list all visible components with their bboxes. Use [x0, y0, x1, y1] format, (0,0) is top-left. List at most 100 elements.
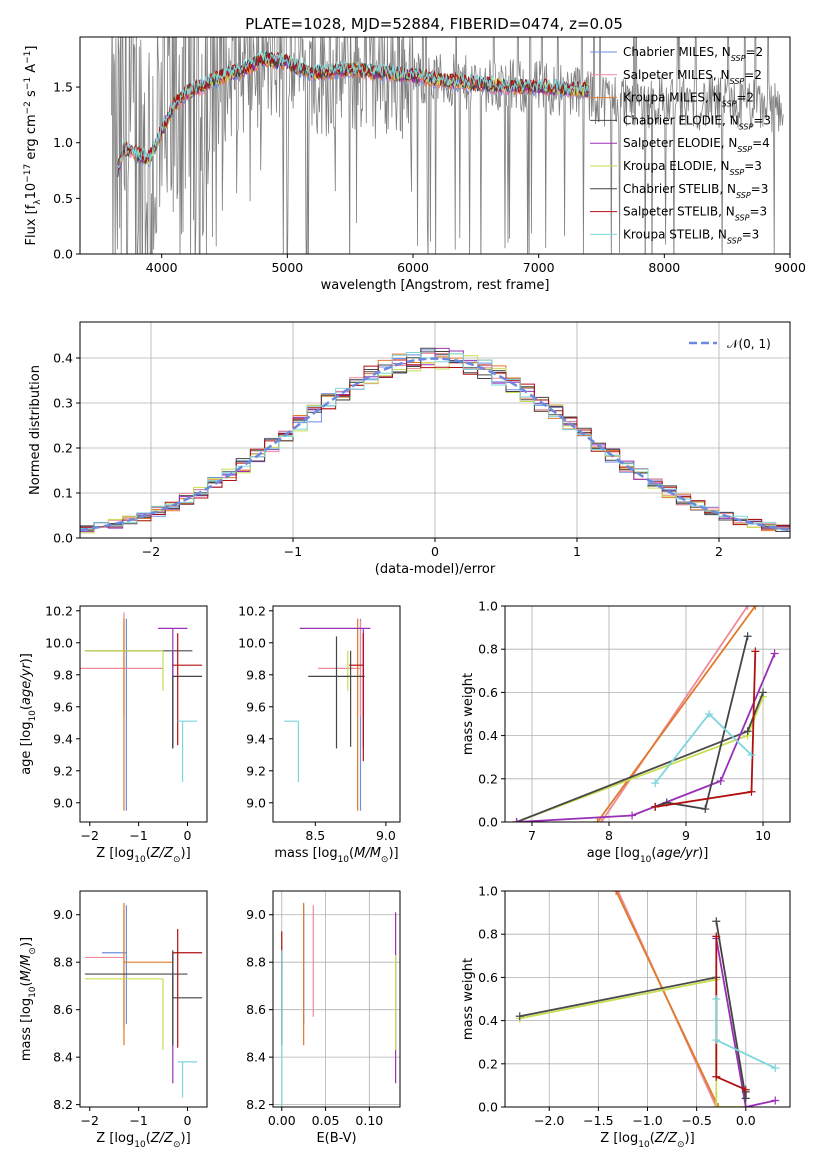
series-chabrier-stelib	[715, 921, 747, 1099]
x-tick-label: −1	[284, 544, 302, 559]
y-tick-label: 9.0	[53, 795, 73, 810]
y-tick-label: 0.8	[478, 642, 498, 657]
y-axis-label: Normed distribution	[28, 365, 43, 495]
histogram-kroupa-elodie	[80, 353, 790, 534]
y-tick-label: 0.1	[53, 486, 73, 501]
legend-text: Salpeter STELIB, N	[623, 205, 735, 219]
y-axis-label-part: mass weight	[461, 673, 476, 755]
legend-suffix: =3	[749, 205, 767, 219]
series-chabrier-elodie	[516, 692, 764, 822]
series-kroupa-miles-marker	[714, 1103, 723, 1107]
y-tick-label: 1.0	[478, 599, 498, 614]
x-axis-label-part: 10	[134, 855, 146, 865]
x-axis-label-part: 10	[338, 855, 350, 865]
x-axis-label-part: log	[620, 846, 640, 861]
y-axis-label: mass [log10(M/M⊙)]	[19, 937, 38, 1061]
y-tick-label: 9.8	[246, 667, 266, 682]
panels: 4000 5000 6000 7000 8000 90000.00.51.01.5wave…	[19, 36, 806, 1150]
y-axis-label-part: λ	[33, 199, 43, 205]
y-axis-label-part: −2	[23, 101, 33, 114]
y-axis-label-part: 10	[24, 183, 39, 200]
y-tick-label: 8.8	[53, 955, 73, 970]
x-axis-label: E(B-V)	[316, 1131, 356, 1146]
y-axis-label-part: mass [	[19, 1018, 34, 1061]
series-salpeter-elodie-marker	[741, 1103, 750, 1107]
y-tick-label: 9.6	[53, 699, 73, 714]
y-tick-label: 0.4	[478, 728, 498, 743]
y-axis-label-part: age [	[19, 741, 34, 774]
x-axis-label-part: )]	[181, 1131, 191, 1146]
x-tick-label: −1.5	[583, 1113, 613, 1128]
histogram-salpeter-elodie	[80, 347, 790, 533]
panel-weight_vs_Z: −2.0 −1.5 −1.0 −0.5 0.0 0.0 0.2 0.4 0.6 0.8 1.0 Z […	[461, 884, 791, 1150]
series-salpeter-stelib-marker	[712, 932, 721, 941]
y-tick-label: 0.0	[478, 1100, 498, 1115]
y-tick-label: 9.8	[53, 667, 73, 682]
series-salpeter-stelib-marker	[741, 1085, 750, 1094]
y-tick-label: 0.3	[53, 396, 73, 411]
y-tick-label: 9.2	[246, 763, 266, 778]
x-tick-label: −2	[81, 1113, 99, 1128]
y-axis-label-part: 10	[28, 710, 38, 722]
y-tick-label: 1.0	[478, 884, 498, 899]
legend-sub: SSP	[735, 213, 750, 222]
series-kroupa-elodie-marker	[712, 1103, 721, 1107]
series-kroupa-miles-marker	[751, 606, 760, 610]
x-axis-label: Z [log10(Z/Z⊙)]	[96, 846, 190, 865]
series-kroupa-stelib-marker	[712, 1036, 721, 1045]
y-axis-label-part: log	[19, 722, 34, 742]
x-tick-label: −2.0	[534, 1113, 564, 1128]
legend-text: Salpeter ELODIE, N	[623, 136, 737, 150]
y-tick-label: 9.6	[246, 699, 266, 714]
x-axis-label-part: )]	[181, 846, 191, 861]
legend-entry: Kroupa ELODIE, NSSP=3	[623, 159, 762, 177]
y-axis-label-part: 10	[28, 986, 38, 998]
legend-suffix: =2	[744, 68, 762, 82]
y-tick-label: 9.4	[53, 731, 73, 746]
axes-frame	[79, 321, 791, 539]
plot-area	[80, 612, 203, 811]
y-tick-label: 0.4	[478, 1013, 498, 1028]
x-tick-label: 6000	[397, 260, 429, 275]
y-axis-label-part: A	[24, 64, 39, 77]
legend-entry: Salpeter MILES, NSSP=2	[623, 68, 762, 86]
x-axis-label-part: )]	[698, 846, 708, 861]
x-axis-label-part: (	[349, 846, 354, 861]
plot-area	[273, 891, 400, 1107]
x-tick-label: −0.5	[681, 1113, 711, 1128]
x-tick-label: −1	[129, 1113, 147, 1128]
y-axis-label: Flux [fλ10−17 erg cm−2 s−1 A−1]	[23, 46, 43, 246]
series-salpeter-stelib-marker	[751, 647, 760, 656]
y-axis-label-part: log	[19, 998, 34, 1018]
legend-suffix: =4	[752, 136, 770, 150]
y-tick-label: 10.2	[238, 603, 266, 618]
y-axis-label-part: ]	[24, 46, 39, 51]
panel-spectrum: 4000 5000 6000 7000 8000 9000 0.0 0.5 1.0 1.5 wave…	[23, 36, 806, 293]
y-axis-label-part: mass weight	[461, 958, 476, 1040]
x-axis-label: mass [log10(M/M⊙)]	[274, 846, 398, 865]
x-axis-label-part: 10	[640, 855, 652, 865]
figure-title: PLATE=1028, MJD=52884, FIBERID=0474, z=0…	[245, 15, 623, 33]
x-tick-label: 10	[755, 828, 771, 843]
axes-frame	[79, 605, 208, 823]
y-axis-label: age [log10(age/yr)]	[19, 653, 38, 775]
y-axis-label-part: (	[19, 981, 34, 986]
y-tick-label: 9.4	[246, 731, 266, 746]
y-tick-label: 9.0	[53, 907, 73, 922]
series-chabrier-stelib-marker	[701, 805, 710, 814]
series-salpeter-miles	[600, 606, 749, 822]
x-tick-label: 9.0	[376, 828, 396, 843]
y-tick-label: 0.6	[478, 970, 498, 985]
legend-suffix: =3	[751, 182, 769, 196]
x-axis-label-part: (	[650, 1131, 655, 1146]
x-axis-label-part: Z [	[96, 846, 114, 861]
y-tick-label: 10.2	[45, 603, 73, 618]
plot-area	[284, 618, 371, 811]
series-salpeter-elodie	[715, 938, 776, 1107]
x-axis-label-part: ⊙	[677, 1140, 685, 1150]
y-tick-label: 0.4	[53, 351, 73, 366]
series-salpeter-elodie-marker	[771, 1096, 780, 1105]
legend-text: Salpeter MILES, N	[623, 68, 730, 82]
axes-frame	[504, 890, 791, 1108]
y-axis-label-part: (	[19, 705, 34, 710]
